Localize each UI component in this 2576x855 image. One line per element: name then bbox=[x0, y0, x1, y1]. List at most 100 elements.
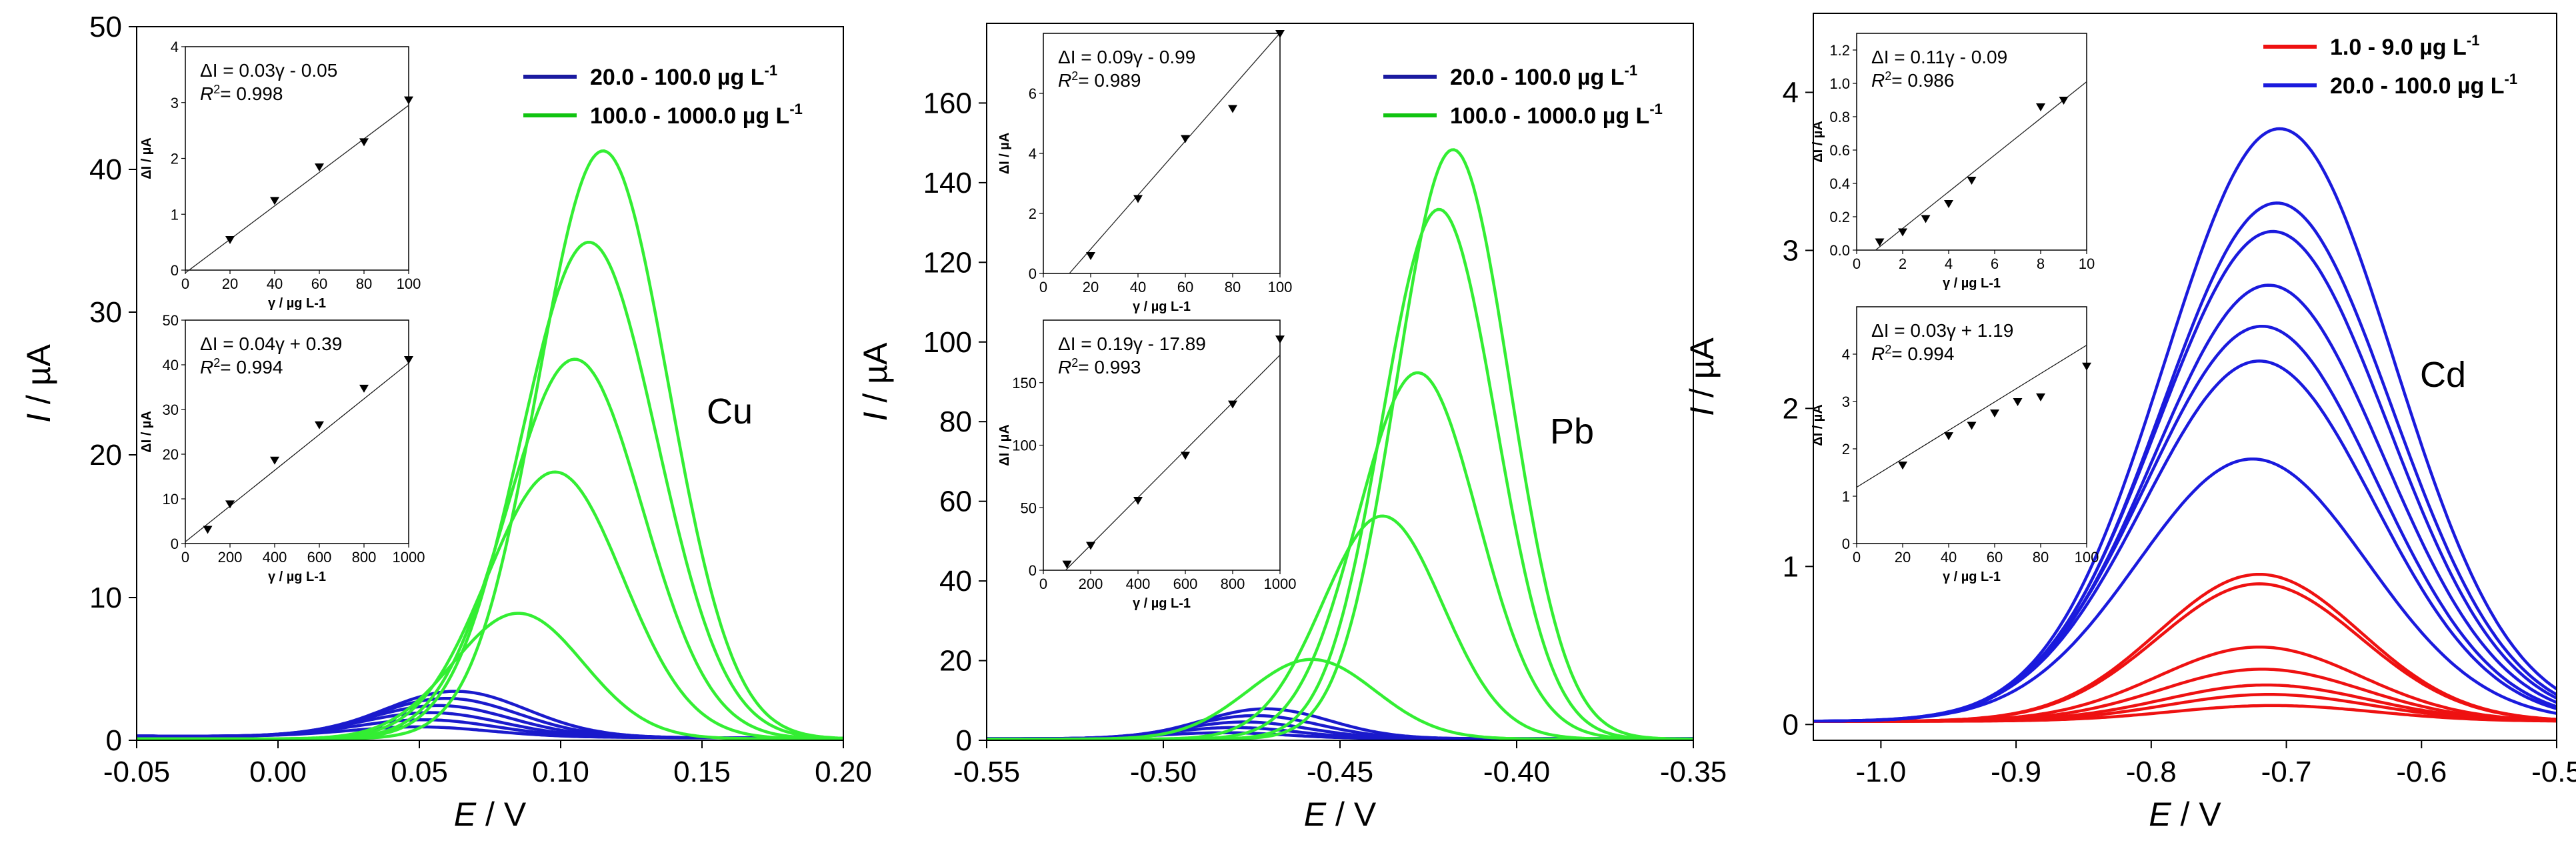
inset-x-tick-label: 1000 bbox=[1264, 576, 1297, 592]
inset-r2: R2= 0.993 bbox=[1058, 356, 1141, 377]
inset-data-point bbox=[1228, 105, 1237, 113]
inset-y-tick-label: 50 bbox=[163, 312, 179, 329]
x-tick-label: 0.15 bbox=[673, 756, 731, 788]
inset-r2-symbol: R bbox=[1871, 343, 1885, 364]
y-tick-label: 20 bbox=[939, 645, 972, 678]
inset-x-tick-label: 400 bbox=[263, 549, 287, 566]
y-axis-label: I / µA bbox=[20, 343, 57, 422]
inset-data-point bbox=[2036, 393, 2045, 401]
inset-r2: R2= 0.994 bbox=[1871, 343, 1954, 364]
y-tick-label: 0 bbox=[956, 724, 972, 757]
x-tick-label: -0.50 bbox=[1130, 756, 1197, 788]
inset-data-point bbox=[1944, 200, 1953, 208]
inset-x-tick-label: 100 bbox=[2075, 549, 2099, 566]
inset-r2-sup: 2 bbox=[213, 83, 220, 96]
y-tick-label: 4 bbox=[1783, 76, 1799, 109]
x-tick-label: -0.40 bbox=[1483, 756, 1550, 788]
inset-fit-line bbox=[1856, 344, 2087, 488]
y-tick-label: 80 bbox=[939, 405, 972, 438]
inset-y-tick-label: 0 bbox=[171, 536, 179, 552]
y-tick-label: 120 bbox=[923, 246, 972, 279]
curves-group bbox=[987, 148, 1693, 740]
x-tick-label: 0.05 bbox=[391, 756, 448, 788]
y-tick-label: 40 bbox=[939, 565, 972, 598]
curve-pb-s1-0 bbox=[987, 658, 1693, 740]
x-tick-label: -0.35 bbox=[1660, 756, 1727, 788]
legend-label-text: 1.0 - 9.0 µg L bbox=[2330, 35, 2467, 60]
plot-frame bbox=[136, 26, 844, 741]
inset-y-tick-label: 40 bbox=[163, 357, 179, 373]
inset-data-point bbox=[2036, 103, 2045, 111]
inset-y-tick-label: 50 bbox=[1021, 500, 1037, 516]
y-axis-unit: / µA bbox=[20, 343, 57, 413]
inset-r2-value: = 0.994 bbox=[1891, 343, 1954, 364]
x-axis-label: E / V bbox=[454, 796, 527, 833]
x-axis-symbol: E bbox=[1304, 796, 1327, 833]
legend-label: 20.0 - 100.0 µg L-1 bbox=[2330, 71, 2517, 99]
inset-y-tick-label: 0 bbox=[171, 262, 179, 279]
legend-label-sup: -1 bbox=[2467, 32, 2480, 49]
inset-frame bbox=[185, 46, 409, 271]
inset-data-point bbox=[315, 421, 324, 430]
legend-label-sup: -1 bbox=[789, 101, 803, 117]
x-axis-symbol: E bbox=[2149, 796, 2171, 833]
inset-x-tick-label: 2 bbox=[1899, 255, 1907, 272]
legend-label-text: 20.0 - 100.0 µg L bbox=[1450, 65, 1625, 90]
plot-frame bbox=[1813, 13, 2557, 741]
inset-equation: ΔI = 0.03γ + 1.19 bbox=[1871, 320, 2013, 341]
inset-x-tick-label: 0 bbox=[1853, 255, 1861, 272]
inset-x-label: γ / µg L-1 bbox=[1943, 276, 2001, 291]
inset-r2-sup: 2 bbox=[1071, 356, 1078, 369]
inset-y-tick-label: 0.8 bbox=[1829, 109, 1850, 125]
inset-x-tick-label: 80 bbox=[2033, 549, 2049, 566]
inset-y-label: ΔI / µA bbox=[1811, 404, 1825, 446]
y-axis-symbol: I bbox=[1683, 407, 1721, 416]
y-tick-label: 1 bbox=[1783, 550, 1799, 583]
inset-data-point bbox=[359, 384, 369, 393]
inset-data-point bbox=[270, 197, 279, 205]
legend-label: 100.0 - 1000.0 µg L-1 bbox=[1450, 101, 1663, 129]
inset-y-tick-label: 3 bbox=[171, 95, 179, 111]
y-tick-label: 60 bbox=[939, 486, 972, 518]
inset-r2-value: = 0.986 bbox=[1891, 70, 1954, 91]
x-axis-label: E / V bbox=[2149, 796, 2221, 833]
x-tick-label: -0.6 bbox=[2396, 756, 2447, 788]
inset-frame bbox=[1043, 33, 1281, 274]
legend-label-sup: -1 bbox=[1649, 101, 1663, 117]
inset-y-tick-label: 150 bbox=[1012, 375, 1037, 391]
inset-plot-2: 0 200 400 600 800 1000 0 50 100 150 ΔI = 0.19γ - 1… bbox=[997, 319, 1297, 611]
inset-r2: R2= 0.998 bbox=[200, 83, 283, 104]
y-tick-label: 20 bbox=[89, 439, 122, 472]
inset-data-point bbox=[1275, 30, 1285, 38]
y-tick-label: 30 bbox=[89, 296, 122, 329]
inset-data-point bbox=[315, 163, 324, 172]
inset-equation: ΔI = 0.19γ - 17.89 bbox=[1058, 333, 1206, 354]
inset-x-tick-label: 40 bbox=[1130, 279, 1146, 295]
inset-data-point bbox=[1944, 432, 1953, 441]
inset-x-label: γ / µg L-1 bbox=[268, 570, 326, 584]
x-tick-label: -0.5 bbox=[2531, 756, 2576, 788]
inset-r2-sup: 2 bbox=[1885, 343, 1891, 356]
element-label: Cd bbox=[2420, 355, 2466, 395]
inset-y-tick-label: 6 bbox=[1029, 85, 1037, 102]
legend-label: 100.0 - 1000.0 µg L-1 bbox=[590, 101, 803, 129]
x-axis-unit: / V bbox=[2171, 796, 2222, 833]
inset-r2-sup: 2 bbox=[1071, 69, 1078, 83]
panel-cd: -1.0 -0.9 -0.8 -0.7 -0.6 -0.5 0 1 2 3 4 E / V I / µA… bbox=[1683, 13, 2576, 833]
inset-equation: ΔI = 0.04γ + 0.39 bbox=[200, 333, 342, 354]
inset-x-tick-label: 0 bbox=[181, 275, 189, 292]
inset-y-tick-label: 4 bbox=[1842, 346, 1850, 363]
x-tick-label: -0.55 bbox=[953, 756, 1020, 788]
legend-label: 1.0 - 9.0 µg L-1 bbox=[2330, 32, 2479, 60]
x-tick-label: 0.00 bbox=[249, 756, 307, 788]
inset-y-tick-label: 4 bbox=[1029, 145, 1037, 162]
x-tick-label: -0.7 bbox=[2261, 756, 2312, 788]
inset-data-point bbox=[203, 526, 213, 534]
y-axis-unit: / µA bbox=[1683, 337, 1721, 406]
y-tick-label: 160 bbox=[923, 87, 972, 119]
legend-label-text: 100.0 - 1000.0 µg L bbox=[1450, 103, 1649, 129]
inset-y-label: ΔI / µA bbox=[997, 424, 1012, 466]
